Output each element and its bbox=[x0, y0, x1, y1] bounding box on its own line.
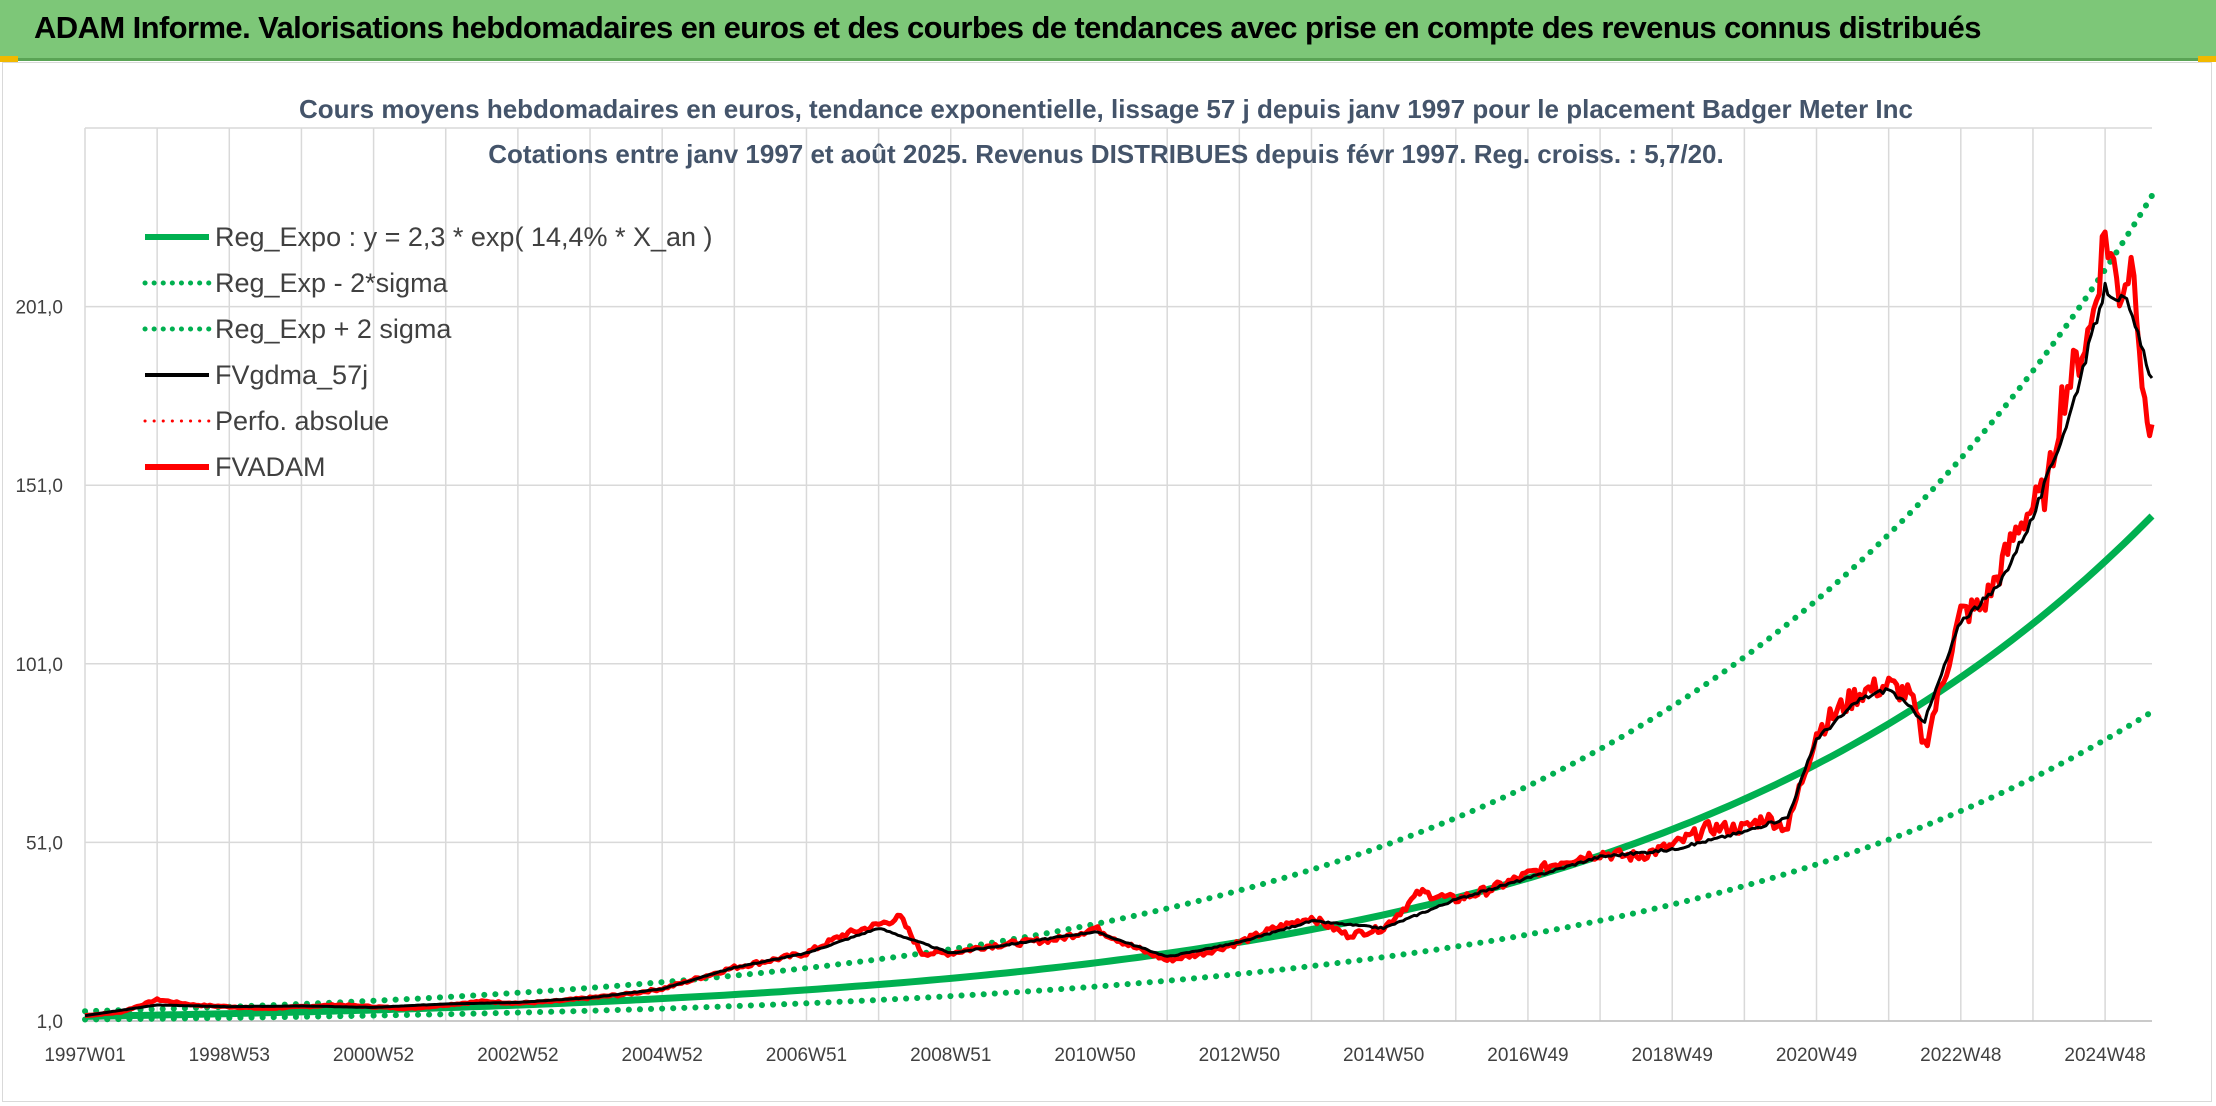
x-tick-label: 2008W51 bbox=[910, 1045, 991, 1066]
x-tick-label: 2016W49 bbox=[1487, 1045, 1568, 1066]
chart-title: Cours moyens hebdomadaires en euros, ten… bbox=[299, 94, 1913, 124]
x-tick-label: 2002W52 bbox=[477, 1045, 558, 1066]
legend-label: FVADAM bbox=[215, 452, 326, 482]
trend-plus-2-sigma-line bbox=[82, 192, 2155, 1015]
trend-minus-2-sigma-line bbox=[82, 708, 2155, 1023]
legend-label: Reg_Exp + 2 sigma bbox=[215, 314, 452, 344]
legend: Reg_Expo : y = 2,3 * exp( 14,4% * X_an )… bbox=[142, 222, 713, 482]
y-axis: 1,0 51,0 101,0 151,0 201,0 bbox=[15, 298, 63, 1033]
corner-accent bbox=[0, 56, 18, 62]
x-tick-label: 2018W49 bbox=[1632, 1045, 1713, 1066]
plot-lines bbox=[82, 192, 2155, 1023]
x-tick-label: 1997W01 bbox=[44, 1045, 125, 1066]
report-banner: ADAM Informe. Valorisations hebdomadaire… bbox=[0, 0, 2216, 61]
x-tick-label: 2004W52 bbox=[622, 1045, 703, 1066]
x-tick-label: 2012W50 bbox=[1199, 1045, 1280, 1066]
fvgdma-line bbox=[84, 281, 2154, 1018]
legend-label: FVgdma_57j bbox=[215, 360, 368, 390]
legend-label: Reg_Exp - 2*sigma bbox=[215, 268, 449, 298]
grid-lines bbox=[84, 127, 2152, 1022]
corner-accent bbox=[2198, 56, 2216, 62]
fvadam-line bbox=[84, 229, 2155, 1019]
y-tick-label: 51,0 bbox=[26, 833, 63, 854]
x-tick-label: 2020W49 bbox=[1776, 1045, 1857, 1066]
x-tick-label: 2010W50 bbox=[1054, 1045, 1135, 1066]
x-tick-label: 1998W53 bbox=[189, 1045, 270, 1066]
chart-frame bbox=[2, 62, 2212, 1102]
legend-label: Reg_Expo : y = 2,3 * exp( 14,4% * X_an ) bbox=[215, 222, 713, 252]
y-tick-label: 1,0 bbox=[37, 1012, 63, 1033]
chart-subtitle: Cotations entre janv 1997 et août 2025. … bbox=[488, 139, 1723, 169]
x-tick-label: 2000W52 bbox=[333, 1045, 414, 1066]
y-tick-label: 201,0 bbox=[15, 298, 63, 319]
x-tick-label: 2014W50 bbox=[1343, 1045, 1424, 1066]
y-tick-label: 151,0 bbox=[15, 476, 63, 497]
x-tick-label: 2006W51 bbox=[766, 1045, 847, 1066]
legend-label: Perfo. absolue bbox=[215, 406, 389, 436]
report-title: ADAM Informe. Valorisations hebdomadaire… bbox=[34, 10, 1981, 45]
y-tick-label: 101,0 bbox=[15, 655, 63, 676]
x-tick-label: 2022W48 bbox=[1920, 1045, 2001, 1066]
x-axis: 1997W01 1998W53 2000W52 2002W52 2004W52 2006W… bbox=[44, 1045, 2145, 1066]
x-tick-label: 2024W48 bbox=[2064, 1045, 2145, 1066]
